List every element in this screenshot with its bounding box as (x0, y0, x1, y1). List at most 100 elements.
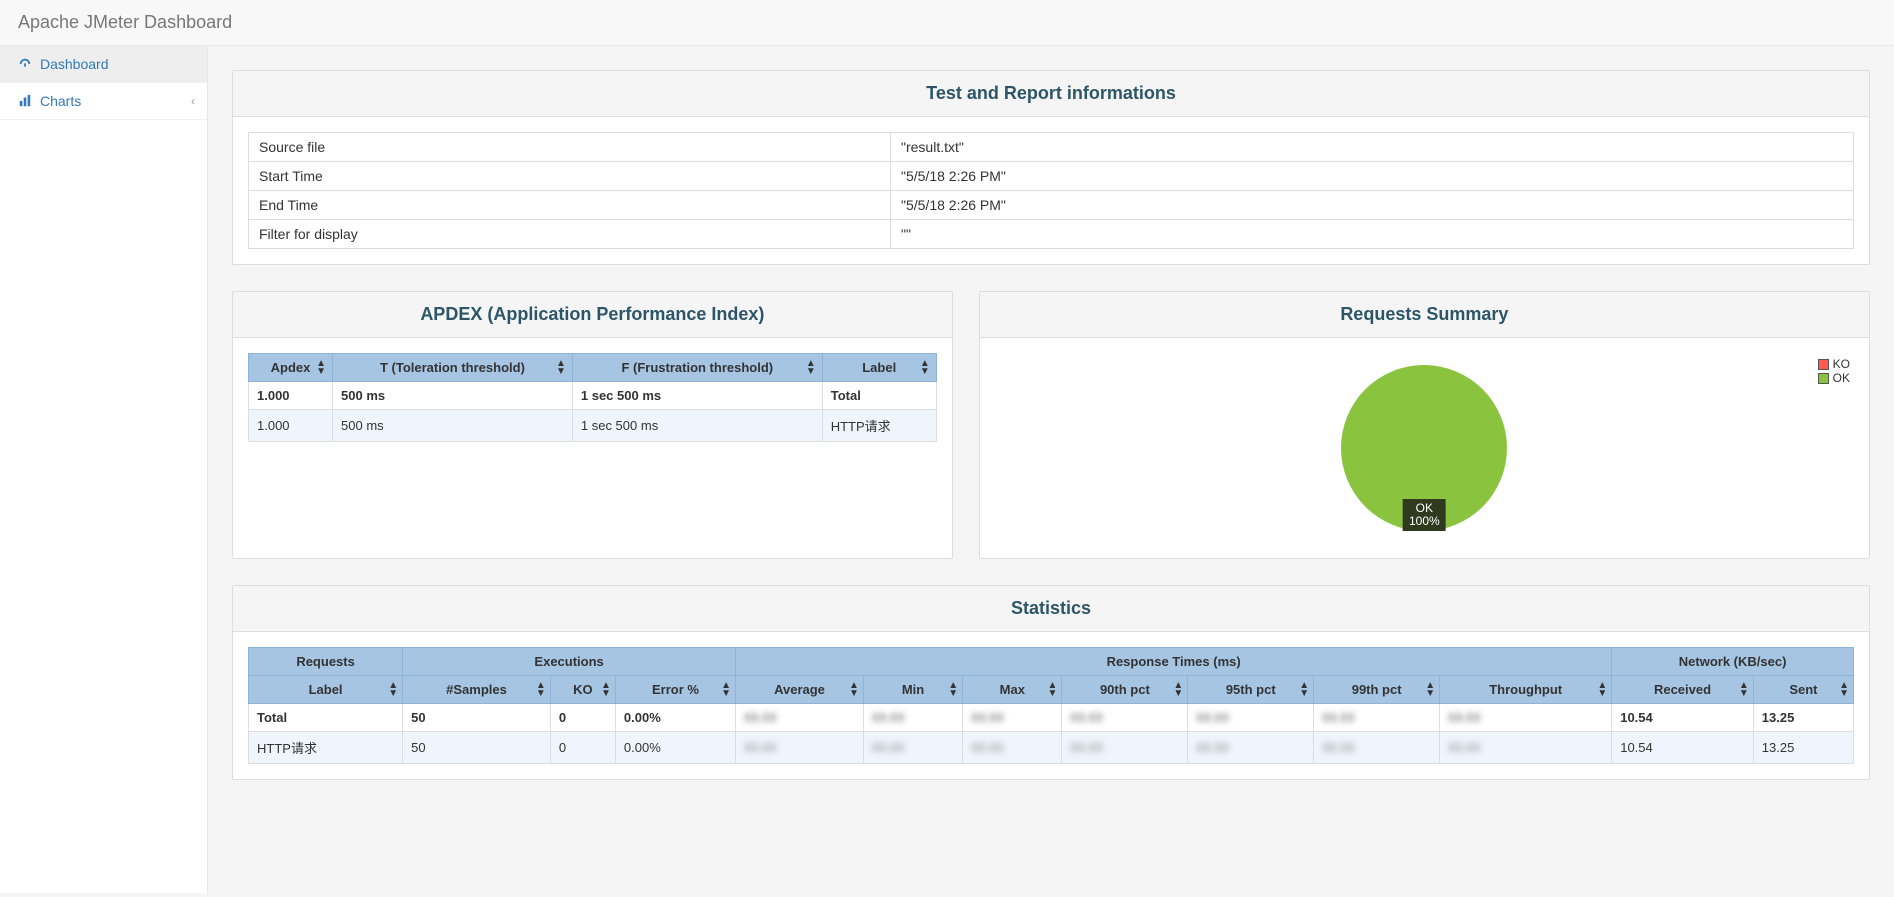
column-header[interactable]: 90th pct▲▼ (1062, 676, 1188, 704)
cell: 10.54 (1612, 732, 1754, 764)
cell: Total (822, 382, 936, 410)
info-value: "" (891, 220, 1854, 249)
main-content: Test and Report informations Source file… (208, 46, 1894, 893)
sort-icon[interactable]: ▲▼ (1839, 682, 1849, 698)
cell: 13.25 (1753, 732, 1853, 764)
column-header[interactable]: #Samples▲▼ (403, 676, 551, 704)
column-header[interactable]: Average▲▼ (736, 676, 864, 704)
pie-label-pct: 100% (1409, 515, 1440, 528)
sort-icon[interactable]: ▲▼ (1597, 682, 1607, 698)
column-group-header: Network (KB/sec) (1612, 648, 1854, 676)
cell: 50 (403, 732, 551, 764)
column-header[interactable]: Max▲▼ (963, 676, 1062, 704)
column-header[interactable]: Label▲▼ (249, 676, 403, 704)
column-header[interactable]: 99th pct▲▼ (1314, 676, 1440, 704)
table-row: Filter for display"" (249, 220, 1854, 249)
cell: 00.00 (736, 704, 864, 732)
cell: 13.25 (1753, 704, 1853, 732)
cell: 0 (550, 704, 615, 732)
panel-title: Statistics (1011, 598, 1091, 618)
sort-icon[interactable]: ▲▼ (1173, 682, 1183, 698)
sidebar-item-dashboard[interactable]: Dashboard (0, 46, 207, 83)
cell: 00.00 (1188, 732, 1314, 764)
legend-item: OK (1818, 371, 1850, 385)
table-row: Source file"result.txt" (249, 133, 1854, 162)
info-key: Filter for display (249, 220, 891, 249)
sort-icon[interactable]: ▲▼ (1299, 682, 1309, 698)
table-row: 1.000500 ms1 sec 500 msTotal (249, 382, 937, 410)
apdex-table: Apdex▲▼T (Toleration threshold)▲▼F (Frus… (248, 353, 937, 442)
cell: 0.00% (615, 732, 735, 764)
info-table: Source file"result.txt"Start Time"5/5/18… (248, 132, 1854, 249)
cell: 1 sec 500 ms (572, 382, 822, 410)
sort-icon[interactable]: ▲▼ (849, 682, 859, 698)
cell: 500 ms (333, 410, 573, 442)
page-title: Apache JMeter Dashboard (18, 12, 232, 32)
sort-icon[interactable]: ▲▼ (1739, 682, 1749, 698)
sort-icon[interactable]: ▲▼ (1048, 682, 1058, 698)
sort-icon[interactable]: ▲▼ (556, 360, 566, 376)
dashboard-icon (18, 57, 34, 71)
sort-icon[interactable]: ▲▼ (1425, 682, 1435, 698)
panel-heading: Requests Summary (980, 292, 1869, 338)
pie-label: OK 100% (1403, 499, 1446, 531)
column-header[interactable]: Error %▲▼ (615, 676, 735, 704)
cell: 00.00 (963, 704, 1062, 732)
column-header[interactable]: Received▲▼ (1612, 676, 1754, 704)
pie-legend: KOOK (1818, 357, 1850, 385)
cell: 00.00 (1314, 704, 1440, 732)
sidebar-item-charts[interactable]: Charts‹ (0, 83, 207, 120)
cell: 10.54 (1612, 704, 1754, 732)
column-header[interactable]: Label▲▼ (822, 354, 936, 382)
cell: 00.00 (1062, 704, 1188, 732)
cell: 00.00 (863, 732, 962, 764)
panel-title: APDEX (Application Performance Index) (420, 304, 764, 324)
sidebar: DashboardCharts‹ (0, 46, 208, 893)
panel-heading: Statistics (233, 586, 1869, 632)
sort-icon[interactable]: ▲▼ (806, 360, 816, 376)
sort-icon[interactable]: ▲▼ (920, 360, 930, 376)
table-row: Start Time"5/5/18 2:26 PM" (249, 162, 1854, 191)
sort-icon[interactable]: ▲▼ (948, 682, 958, 698)
sort-icon[interactable]: ▲▼ (721, 682, 731, 698)
stats-table: RequestsExecutionsResponse Times (ms)Net… (248, 647, 1854, 764)
sort-icon[interactable]: ▲▼ (388, 682, 398, 698)
legend-label: KO (1833, 357, 1850, 371)
column-group-header: Response Times (ms) (736, 648, 1612, 676)
cell: 00.00 (963, 732, 1062, 764)
cell: 00.00 (1440, 704, 1612, 732)
legend-item: KO (1818, 357, 1850, 371)
column-header[interactable]: KO▲▼ (550, 676, 615, 704)
sort-icon[interactable]: ▲▼ (601, 682, 611, 698)
info-value: "5/5/18 2:26 PM" (891, 191, 1854, 220)
column-header[interactable]: T (Toleration threshold)▲▼ (333, 354, 573, 382)
cell: 00.00 (736, 732, 864, 764)
table-row: End Time"5/5/18 2:26 PM" (249, 191, 1854, 220)
cell: 0 (550, 732, 615, 764)
legend-swatch (1818, 373, 1829, 384)
column-header[interactable]: Min▲▼ (863, 676, 962, 704)
column-header[interactable]: Throughput▲▼ (1440, 676, 1612, 704)
cell: 00.00 (1314, 732, 1440, 764)
summary-panel: Requests Summary OK 100% KOOK (979, 291, 1870, 559)
cell: HTTP请求 (249, 732, 403, 764)
column-group-header: Requests (249, 648, 403, 676)
panel-title: Requests Summary (1340, 304, 1508, 324)
cell: 1 sec 500 ms (572, 410, 822, 442)
column-header[interactable]: Apdex▲▼ (249, 354, 333, 382)
apdex-panel: APDEX (Application Performance Index) Ap… (232, 291, 953, 559)
column-header[interactable]: F (Frustration threshold)▲▼ (572, 354, 822, 382)
legend-label: OK (1833, 371, 1850, 385)
column-header[interactable]: 95th pct▲▼ (1188, 676, 1314, 704)
table-row: 1.000500 ms1 sec 500 msHTTP请求 (249, 410, 937, 442)
table-row: Total5000.00%00.0000.0000.0000.0000.0000… (249, 704, 1854, 732)
sort-icon[interactable]: ▲▼ (316, 360, 326, 376)
cell: 00.00 (1440, 732, 1612, 764)
sort-icon[interactable]: ▲▼ (536, 682, 546, 698)
cell: 00.00 (863, 704, 962, 732)
legend-swatch (1818, 359, 1829, 370)
column-header[interactable]: Sent▲▼ (1753, 676, 1853, 704)
barchart-icon (18, 94, 34, 108)
cell: 0.00% (615, 704, 735, 732)
info-value: "5/5/18 2:26 PM" (891, 162, 1854, 191)
